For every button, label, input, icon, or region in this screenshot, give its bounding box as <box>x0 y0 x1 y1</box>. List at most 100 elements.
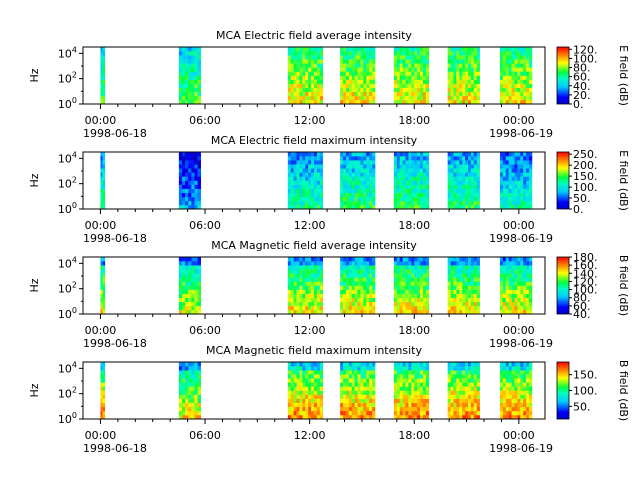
spectral-cell <box>402 168 406 173</box>
spectral-cell <box>351 196 355 202</box>
spectral-cell <box>287 95 292 101</box>
spectral-cell <box>456 378 460 383</box>
spectral-cell <box>178 196 183 202</box>
spectral-cell <box>366 410 370 416</box>
spectral-cell <box>311 95 315 101</box>
spectral-cell <box>393 281 398 286</box>
spectral-cell <box>411 394 415 399</box>
spectral-cell <box>185 156 189 161</box>
spectral-cell <box>314 414 318 420</box>
spectral-cell <box>354 95 358 101</box>
spectral-cell <box>505 257 509 262</box>
spectral-cell <box>468 164 472 169</box>
spectral-cell <box>314 184 318 189</box>
spectral-cell <box>425 402 430 408</box>
spectral-cell <box>191 79 195 84</box>
spectral-cell <box>420 265 424 270</box>
y-tick-label: 100 <box>58 201 77 216</box>
spectral-cell <box>523 200 527 206</box>
spectral-cell <box>499 59 504 64</box>
spectral-cell <box>293 87 297 93</box>
spectral-cell <box>422 99 427 105</box>
spectral-cell <box>417 261 421 266</box>
spectral-cell <box>470 156 475 161</box>
spectral-cell <box>293 95 297 101</box>
spectral-cell <box>468 265 472 270</box>
spectral-cell <box>453 362 457 367</box>
spectral-cell <box>185 204 189 210</box>
spectral-cell <box>299 378 303 383</box>
spectral-cell <box>425 168 430 173</box>
spectral-cell <box>311 374 315 379</box>
spectral-cell <box>526 398 530 404</box>
spectral-cell <box>517 95 521 101</box>
spectral-cell <box>402 289 406 294</box>
spectral-cell <box>420 293 424 299</box>
spectral-cell <box>293 79 297 84</box>
spectral-cell <box>465 374 469 379</box>
spectral-cell <box>178 180 183 185</box>
spectral-cell <box>311 172 315 177</box>
spectral-cell <box>366 269 370 274</box>
spectral-cell <box>508 152 512 157</box>
spectral-cell <box>511 51 515 56</box>
spectral-cell <box>523 192 527 198</box>
spectral-cell <box>351 410 355 416</box>
spectral-cell <box>517 91 521 97</box>
spectral-cell <box>508 51 512 56</box>
spectral-cell <box>393 180 398 185</box>
spectral-cell <box>182 257 186 262</box>
spectral-cell <box>511 269 515 274</box>
spectral-cell <box>102 51 106 56</box>
spectral-cell <box>351 402 355 408</box>
spectral-cell <box>290 152 294 157</box>
spectral-cell <box>188 257 192 262</box>
spectral-cell <box>408 281 412 286</box>
spectral-cell <box>399 184 403 189</box>
spectral-cell <box>366 164 370 169</box>
spectral-cell <box>393 257 398 262</box>
spectral-cell <box>526 277 530 282</box>
spectral-cell <box>470 99 475 105</box>
spectral-cell <box>476 67 480 72</box>
spectral-cell <box>305 277 309 282</box>
spectral-cell <box>345 99 350 105</box>
spectral-cell <box>462 152 466 157</box>
spectral-cell <box>366 47 370 52</box>
spectral-cell <box>422 414 427 420</box>
spectral-cell <box>299 289 303 294</box>
spectral-cell <box>511 95 515 101</box>
spectral-cell <box>100 277 103 282</box>
spectral-cell <box>408 297 412 303</box>
spectral-cell <box>314 99 318 105</box>
spectral-cell <box>302 51 306 56</box>
spectral-cell <box>194 204 198 210</box>
spectral-cell <box>305 192 309 198</box>
spectral-cell <box>348 172 353 177</box>
spectral-cell <box>102 382 106 387</box>
x-tick-label: 00:00 <box>503 219 535 232</box>
spectral-cell <box>366 184 370 189</box>
spectral-cell <box>462 257 466 262</box>
spectral-cell <box>508 394 512 399</box>
spectral-cell <box>447 265 451 270</box>
spectral-cell <box>402 51 406 56</box>
spectral-cell <box>393 277 398 282</box>
spectral-cell <box>396 406 401 412</box>
spectral-cell <box>296 414 300 420</box>
spectral-cell <box>520 99 524 105</box>
spectral-cell <box>408 305 412 311</box>
spectral-cell <box>293 309 297 315</box>
spectral-cell <box>396 414 401 420</box>
spectral-cell <box>354 394 358 399</box>
spectral-cell <box>343 269 347 274</box>
spectral-cell <box>311 184 315 189</box>
spectral-cell <box>348 281 353 286</box>
spectral-cell <box>357 374 361 379</box>
spectral-cell <box>366 370 370 375</box>
spectral-cell <box>290 176 294 181</box>
spectral-cell <box>188 386 192 391</box>
spectral-cell <box>100 398 103 404</box>
spectral-cell <box>450 192 454 198</box>
panel-3: MCA Magnetic field average intensity1001… <box>28 239 630 350</box>
